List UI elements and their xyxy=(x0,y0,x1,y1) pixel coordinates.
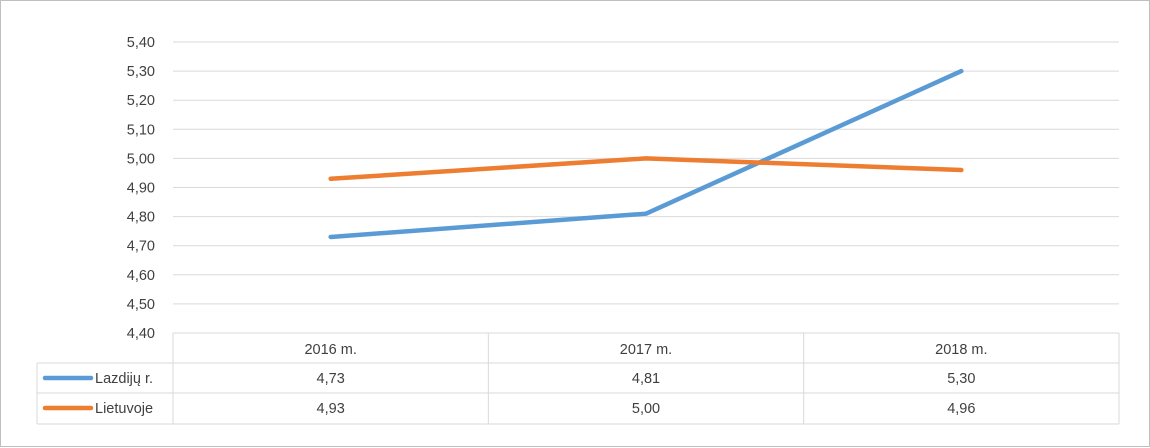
y-tick-label: 4,80 xyxy=(127,210,155,226)
legend-label: Lietuvoje xyxy=(95,401,153,417)
series-line xyxy=(331,158,962,178)
data-table-value: 5,30 xyxy=(947,371,975,387)
x-category-label: 2016 m. xyxy=(304,342,356,358)
x-category-label: 2017 m. xyxy=(620,342,672,358)
series-line xyxy=(331,71,962,237)
y-tick-label: 4,60 xyxy=(127,268,155,284)
x-category-label: 2018 m. xyxy=(935,342,987,358)
y-tick-label: 5,20 xyxy=(127,93,155,109)
y-tick-label: 5,00 xyxy=(127,151,155,167)
data-table-value: 4,81 xyxy=(632,371,660,387)
data-table-value: 4,96 xyxy=(947,401,975,417)
data-table-value: 5,00 xyxy=(632,401,660,417)
y-tick-label: 4,70 xyxy=(127,239,155,255)
y-tick-label: 4,50 xyxy=(127,297,155,313)
y-tick-label: 5,10 xyxy=(127,122,155,138)
legend-label: Lazdijų r. xyxy=(95,371,153,387)
y-tick-label: 4,40 xyxy=(127,326,155,342)
data-table-value: 4,93 xyxy=(317,401,345,417)
y-tick-label: 4,90 xyxy=(127,181,155,197)
y-tick-label: 5,40 xyxy=(127,35,155,51)
data-table-value: 4,73 xyxy=(317,371,345,387)
y-tick-label: 5,30 xyxy=(127,64,155,80)
